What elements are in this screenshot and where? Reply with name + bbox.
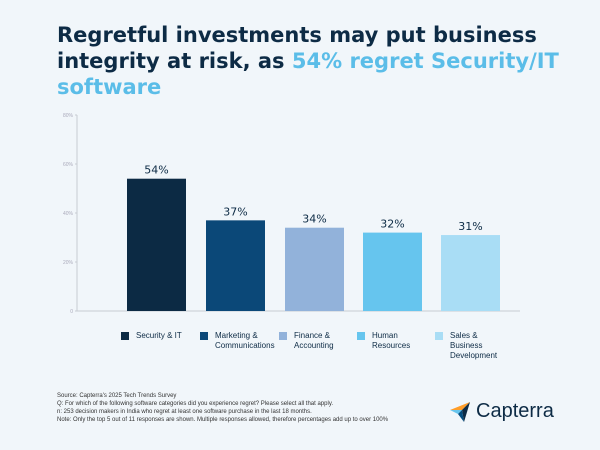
footnote: Source: Capterra's 2025 Tech Trends Surv… xyxy=(57,392,388,424)
legend-swatch xyxy=(200,332,208,340)
legend-label: Sales & Business Development xyxy=(450,331,498,360)
capterra-logo: Capterra xyxy=(450,400,554,423)
legend-label: Human Resources xyxy=(372,331,411,350)
capterra-arrow-icon xyxy=(450,401,470,422)
y-tick-label: 40% xyxy=(63,211,74,217)
legend-item: Sales & Business Development xyxy=(435,331,510,361)
legend-item: Human Resources xyxy=(357,331,432,351)
title-highlight: 54% regret Security/IT software xyxy=(57,49,559,99)
bar-3 xyxy=(285,227,344,311)
legend-label: Security & IT xyxy=(136,331,182,340)
legend-item: Security & IT xyxy=(121,331,196,341)
data-label: 37% xyxy=(223,205,247,218)
bar-5 xyxy=(441,235,500,311)
logo-text: Capterra xyxy=(476,400,554,422)
bar-2 xyxy=(206,220,265,311)
footnote-note: Note: Only the top 5 out of 11 responses… xyxy=(57,417,389,423)
footnote-question: Q: For which of the following software c… xyxy=(57,401,334,407)
y-tick-label: 0 xyxy=(70,309,73,315)
legend-item: Marketing & Communications xyxy=(200,331,275,351)
chart-title: Regretful investments may put business i… xyxy=(57,22,577,100)
legend-label: Marketing & Communications xyxy=(215,331,275,350)
legend-swatch xyxy=(357,332,365,340)
y-tick-label: 60% xyxy=(63,162,74,168)
y-tick-label: 80% xyxy=(63,113,74,119)
bar-4 xyxy=(363,232,422,311)
bar-1 xyxy=(127,178,186,311)
legend-swatch xyxy=(279,332,287,340)
legend-swatch xyxy=(121,332,129,340)
data-label: 34% xyxy=(302,213,326,226)
title-text: Regretful investments may put business i… xyxy=(57,23,537,73)
footnote-source: Source: Capterra's 2025 Tech Trends Surv… xyxy=(57,393,177,399)
legend-label: Finance & Accounting xyxy=(294,331,334,350)
legend-item: Finance & Accounting xyxy=(279,331,354,351)
y-tick-label: 20% xyxy=(63,260,74,266)
footnote-sample: n: 253 decision makers in India who regr… xyxy=(57,409,312,415)
data-label: 31% xyxy=(458,220,482,233)
data-label: 54% xyxy=(144,164,168,177)
data-label: 32% xyxy=(380,218,404,231)
bar-chart: 0 20% 40% 60% 80% 54% 37% 34% 32% 31% xyxy=(63,113,520,315)
legend-swatch xyxy=(435,332,443,340)
